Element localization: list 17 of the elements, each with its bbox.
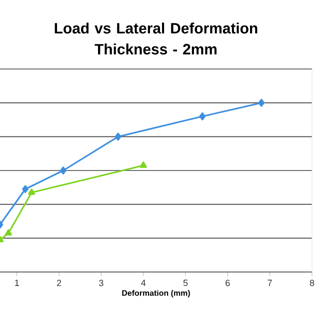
point <box>199 112 206 120</box>
x-tick-label: 7 <box>268 280 272 286</box>
x-tick-label: 8 <box>310 280 314 286</box>
x-tick-label: 3 <box>99 280 104 286</box>
chart-title: Load vs Lateral Deformation Thickness - 2mm <box>54 22 258 54</box>
point <box>258 98 265 107</box>
x-tick-label: 1 <box>15 280 19 286</box>
x-tick-label: 2 <box>56 280 62 286</box>
point <box>4 229 12 236</box>
x-tick-label: 4 <box>141 280 146 286</box>
x-tick-label: 5 <box>183 280 188 286</box>
point <box>140 161 147 168</box>
point <box>22 185 28 194</box>
point <box>60 166 66 174</box>
point <box>28 188 36 195</box>
point <box>114 132 122 141</box>
x-tick-label: 6 <box>226 280 230 286</box>
